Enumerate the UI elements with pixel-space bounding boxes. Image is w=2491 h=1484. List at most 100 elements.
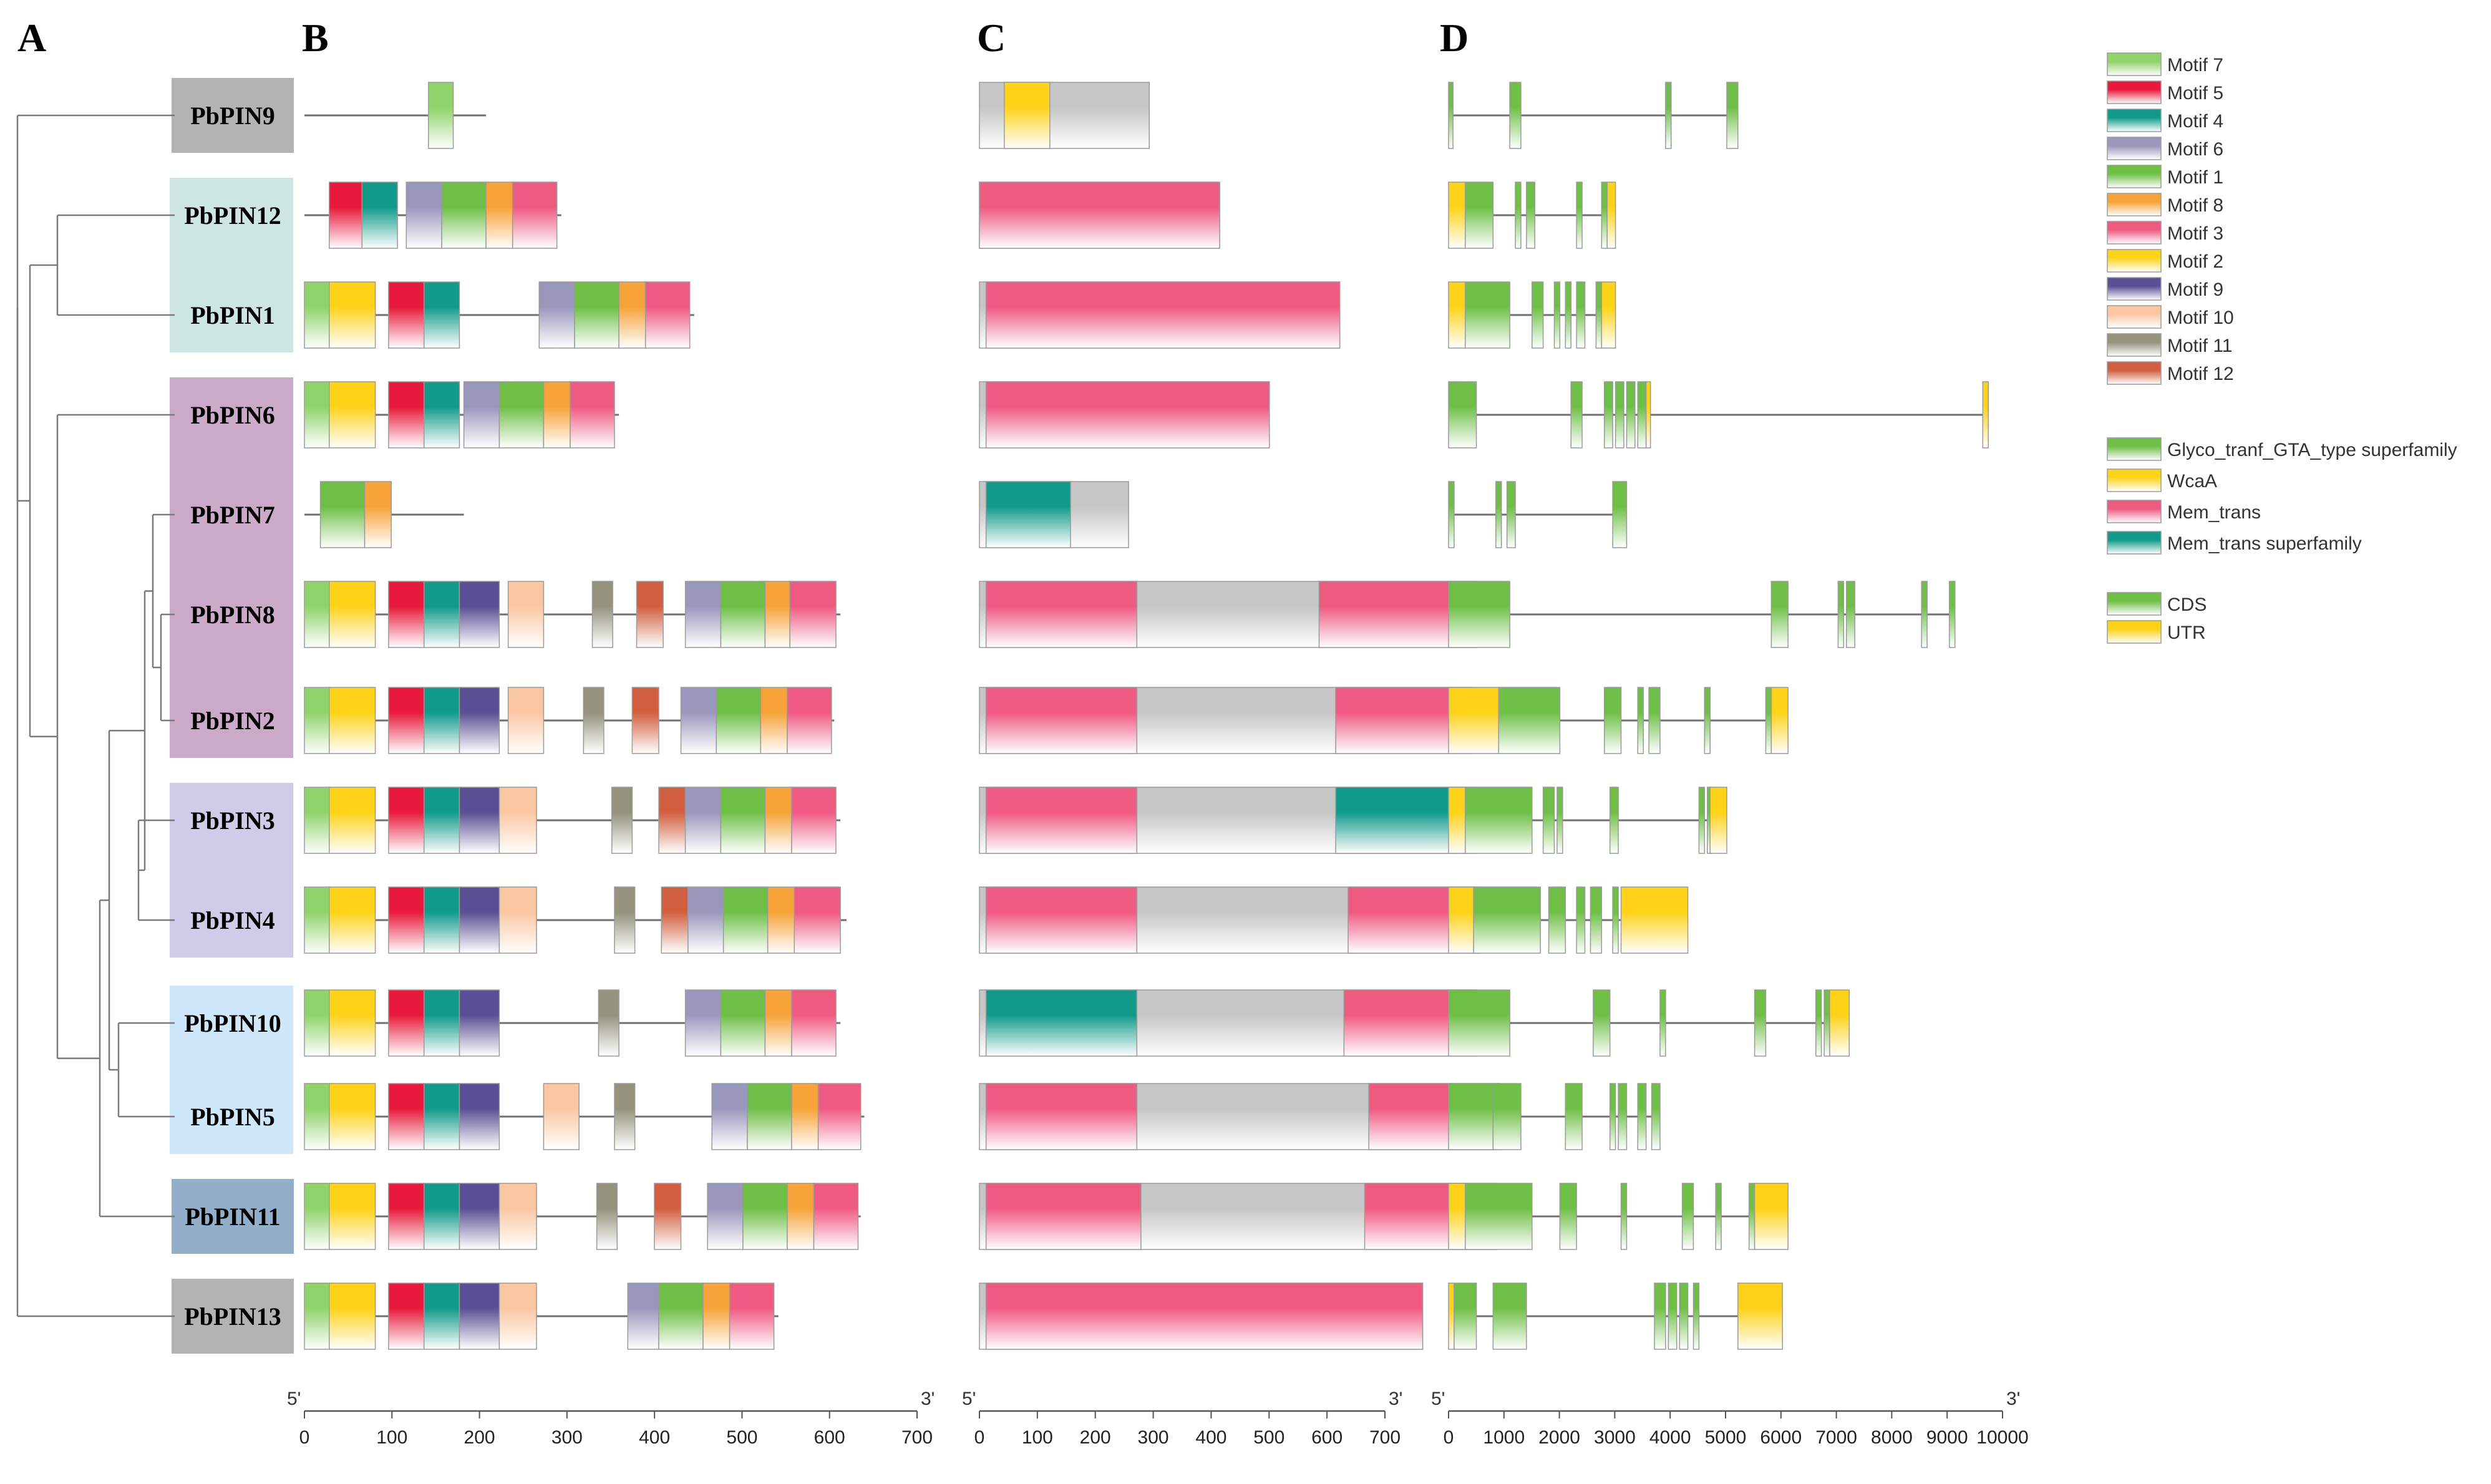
utr-block	[1448, 787, 1466, 854]
gene-label: PbPIN9	[190, 102, 275, 130]
gene-label: PbPIN7	[190, 501, 275, 529]
scale-end-3: 3'	[1389, 1389, 1402, 1409]
legend-label: Motif 8	[2167, 195, 2223, 216]
legend-swatch	[2107, 620, 2162, 644]
domain-block	[985, 381, 1270, 449]
motif-block	[747, 1083, 792, 1150]
scale-tick-label: 10000	[1976, 1427, 2028, 1448]
motif-block	[304, 687, 330, 754]
scale-tick-label: 500	[726, 1427, 757, 1448]
scale-tick-label: 300	[1138, 1427, 1169, 1448]
cds-block	[1654, 1283, 1666, 1350]
motif-block	[813, 1183, 859, 1250]
motif-block	[388, 381, 425, 449]
cds-block	[1465, 1183, 1533, 1250]
gene-label: PbPIN4	[190, 906, 275, 934]
scale-tick-label: 9000	[1926, 1427, 1968, 1448]
scale-tick-label: 700	[1369, 1427, 1401, 1448]
motif-block	[304, 381, 330, 449]
cds-block	[1692, 1283, 1700, 1350]
cds-block	[1637, 687, 1644, 754]
motif-block	[764, 581, 790, 648]
cds-block	[1704, 687, 1711, 754]
cds-block	[1637, 1083, 1647, 1150]
legend-swatch	[2107, 592, 2162, 616]
motif-block	[329, 581, 376, 648]
motif-block	[618, 281, 646, 349]
legend-swatch	[2107, 221, 2162, 245]
legend-item: Mem_trans	[2107, 500, 2261, 523]
motif-block	[304, 281, 330, 349]
motif-block	[459, 989, 500, 1057]
motif-block	[702, 1283, 731, 1350]
legend-swatch	[2107, 137, 2162, 160]
cds-block	[1754, 989, 1767, 1057]
motif-block	[423, 1083, 460, 1150]
legend-label: UTR	[2167, 623, 2206, 643]
motif-block	[361, 182, 398, 249]
cds-block	[1509, 82, 1522, 149]
motif-block	[543, 1083, 580, 1150]
legend-swatch	[2107, 500, 2162, 523]
cds-block	[1651, 1083, 1661, 1150]
cds-block	[1565, 1083, 1583, 1150]
cds-block	[1815, 989, 1822, 1057]
motif-block	[388, 1283, 425, 1350]
cds-block	[1637, 381, 1647, 449]
clade-box	[170, 377, 293, 758]
cds-block	[1609, 1083, 1616, 1150]
cds-block	[1626, 381, 1636, 449]
cds-block	[1765, 687, 1772, 754]
motif-block	[459, 1283, 500, 1350]
motif-block	[543, 381, 571, 449]
utr-block	[1770, 687, 1789, 754]
legend-swatch	[2107, 305, 2162, 329]
motif-block	[459, 787, 500, 854]
motif-block	[304, 886, 330, 954]
motif-block	[680, 687, 717, 754]
cds-block	[1698, 787, 1706, 854]
motif-block	[574, 281, 619, 349]
gene-label: PbPIN6	[190, 401, 275, 429]
scale-tick-label: 3000	[1594, 1427, 1636, 1448]
scale-tick-label: 0	[974, 1427, 985, 1448]
cds-block	[1593, 989, 1611, 1057]
legend-label: Motif 2	[2167, 251, 2223, 272]
domain-block	[985, 1083, 1138, 1150]
cds-block	[1595, 281, 1603, 349]
legend: Motif 7 Motif 5 Motif 4 Motif 6 Motif 1 Motif…	[2107, 52, 2457, 644]
motif-block	[423, 787, 460, 854]
panel-label-b: B	[302, 16, 329, 60]
motif-block	[598, 989, 619, 1057]
cds-block	[1448, 581, 1510, 648]
motif-block	[329, 687, 376, 754]
legend-swatch	[2107, 80, 2162, 104]
legend-swatch	[2107, 109, 2162, 132]
legend-item: Motif 11	[2107, 333, 2233, 357]
motif-block	[507, 581, 545, 648]
cds-block	[1949, 581, 1956, 648]
motif-block	[627, 1283, 659, 1350]
cds-block	[1648, 687, 1661, 754]
legend-swatch	[2107, 437, 2162, 461]
exon-panel	[1448, 82, 1989, 1350]
cds-block	[1465, 182, 1494, 249]
domain-block	[979, 182, 1220, 249]
motif-block	[596, 1183, 618, 1250]
motif-block	[388, 581, 425, 648]
motif-block	[611, 787, 633, 854]
gene-label: PbPIN11	[185, 1203, 280, 1231]
motif-block	[711, 1083, 748, 1150]
legend-swatch	[2107, 333, 2162, 357]
motif-block	[654, 1183, 682, 1250]
motif-block	[498, 1183, 537, 1250]
legend-label: Motif 9	[2167, 279, 2223, 300]
motif-block	[423, 989, 460, 1057]
motif-block	[794, 886, 841, 954]
motif-block	[459, 886, 500, 954]
clade-box	[172, 1179, 294, 1254]
utr-block	[1645, 381, 1651, 449]
utr-block	[1829, 989, 1850, 1057]
motif-block	[423, 1183, 460, 1250]
